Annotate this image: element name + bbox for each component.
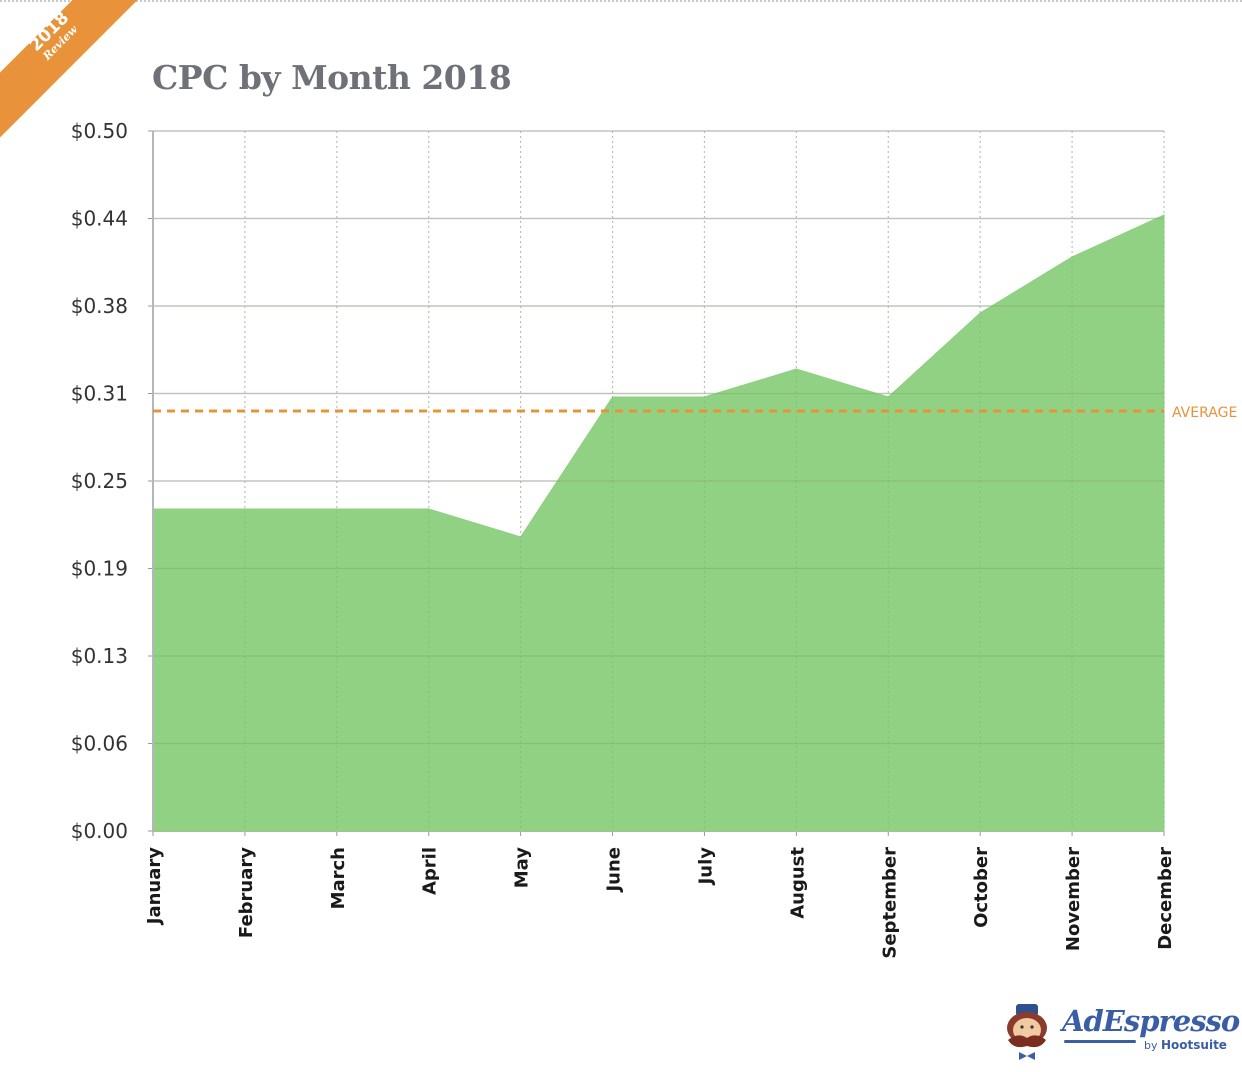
axes bbox=[148, 130, 1165, 836]
chart: $0.00 $0.06 $0.13 $0.19 $0.25 $0.31 $0.38 $0.44… bbox=[71, 119, 1238, 959]
x-tick-label: July bbox=[695, 847, 716, 887]
brand-by: by bbox=[1144, 1039, 1158, 1052]
reference-lines: AVERAGE bbox=[153, 405, 1237, 421]
x-tick-label: September bbox=[879, 847, 900, 959]
x-tick-label: April bbox=[420, 847, 441, 895]
average-label: AVERAGE bbox=[1172, 405, 1237, 421]
y-tick-label: $0.50 bbox=[71, 119, 128, 143]
y-tick-label: $0.31 bbox=[71, 382, 128, 406]
mustache-mascot-icon bbox=[1007, 1004, 1047, 1060]
x-tick-label: May bbox=[512, 847, 533, 889]
y-tick-label: $0.25 bbox=[71, 469, 128, 493]
y-tick-label: $0.38 bbox=[71, 294, 128, 318]
area-outline-cpc bbox=[152, 214, 1165, 831]
x-tick-label: December bbox=[1155, 847, 1176, 950]
area-layer bbox=[152, 130, 1165, 831]
brand-swoosh bbox=[1064, 1040, 1136, 1043]
brand-name: AdEspresso bbox=[1062, 1004, 1240, 1038]
y-tick-label: $0.00 bbox=[71, 819, 128, 843]
y-tick-label: $0.06 bbox=[71, 732, 128, 756]
x-tick-label: January bbox=[144, 847, 165, 926]
x-tick-label: November bbox=[1063, 847, 1084, 951]
y-tick-label: $0.13 bbox=[71, 644, 128, 668]
area-series-cpc bbox=[153, 215, 1164, 831]
brand-parent: Hootsuite bbox=[1161, 1038, 1227, 1052]
chart-title: CPC by Month 2018 bbox=[152, 58, 512, 97]
x-tick-labels: January February March April May June July Augu… bbox=[144, 847, 1176, 959]
top-border bbox=[0, 0, 1242, 2]
x-tick-label: June bbox=[604, 847, 625, 894]
y-tick-label: $0.19 bbox=[71, 557, 128, 581]
adespresso-logo: AdEspresso by Hootsuite bbox=[1000, 1002, 1240, 1062]
x-tick-label: February bbox=[236, 847, 257, 938]
brand-byline: by Hootsuite bbox=[1144, 1038, 1227, 1052]
x-tick-label: August bbox=[787, 847, 808, 919]
x-tick-label: March bbox=[328, 847, 349, 909]
y-tick-label: $0.44 bbox=[71, 207, 128, 231]
y-tick-labels: $0.00 $0.06 $0.13 $0.19 $0.25 $0.31 $0.38 $0.44… bbox=[71, 119, 128, 843]
x-tick-label: October bbox=[971, 847, 992, 928]
